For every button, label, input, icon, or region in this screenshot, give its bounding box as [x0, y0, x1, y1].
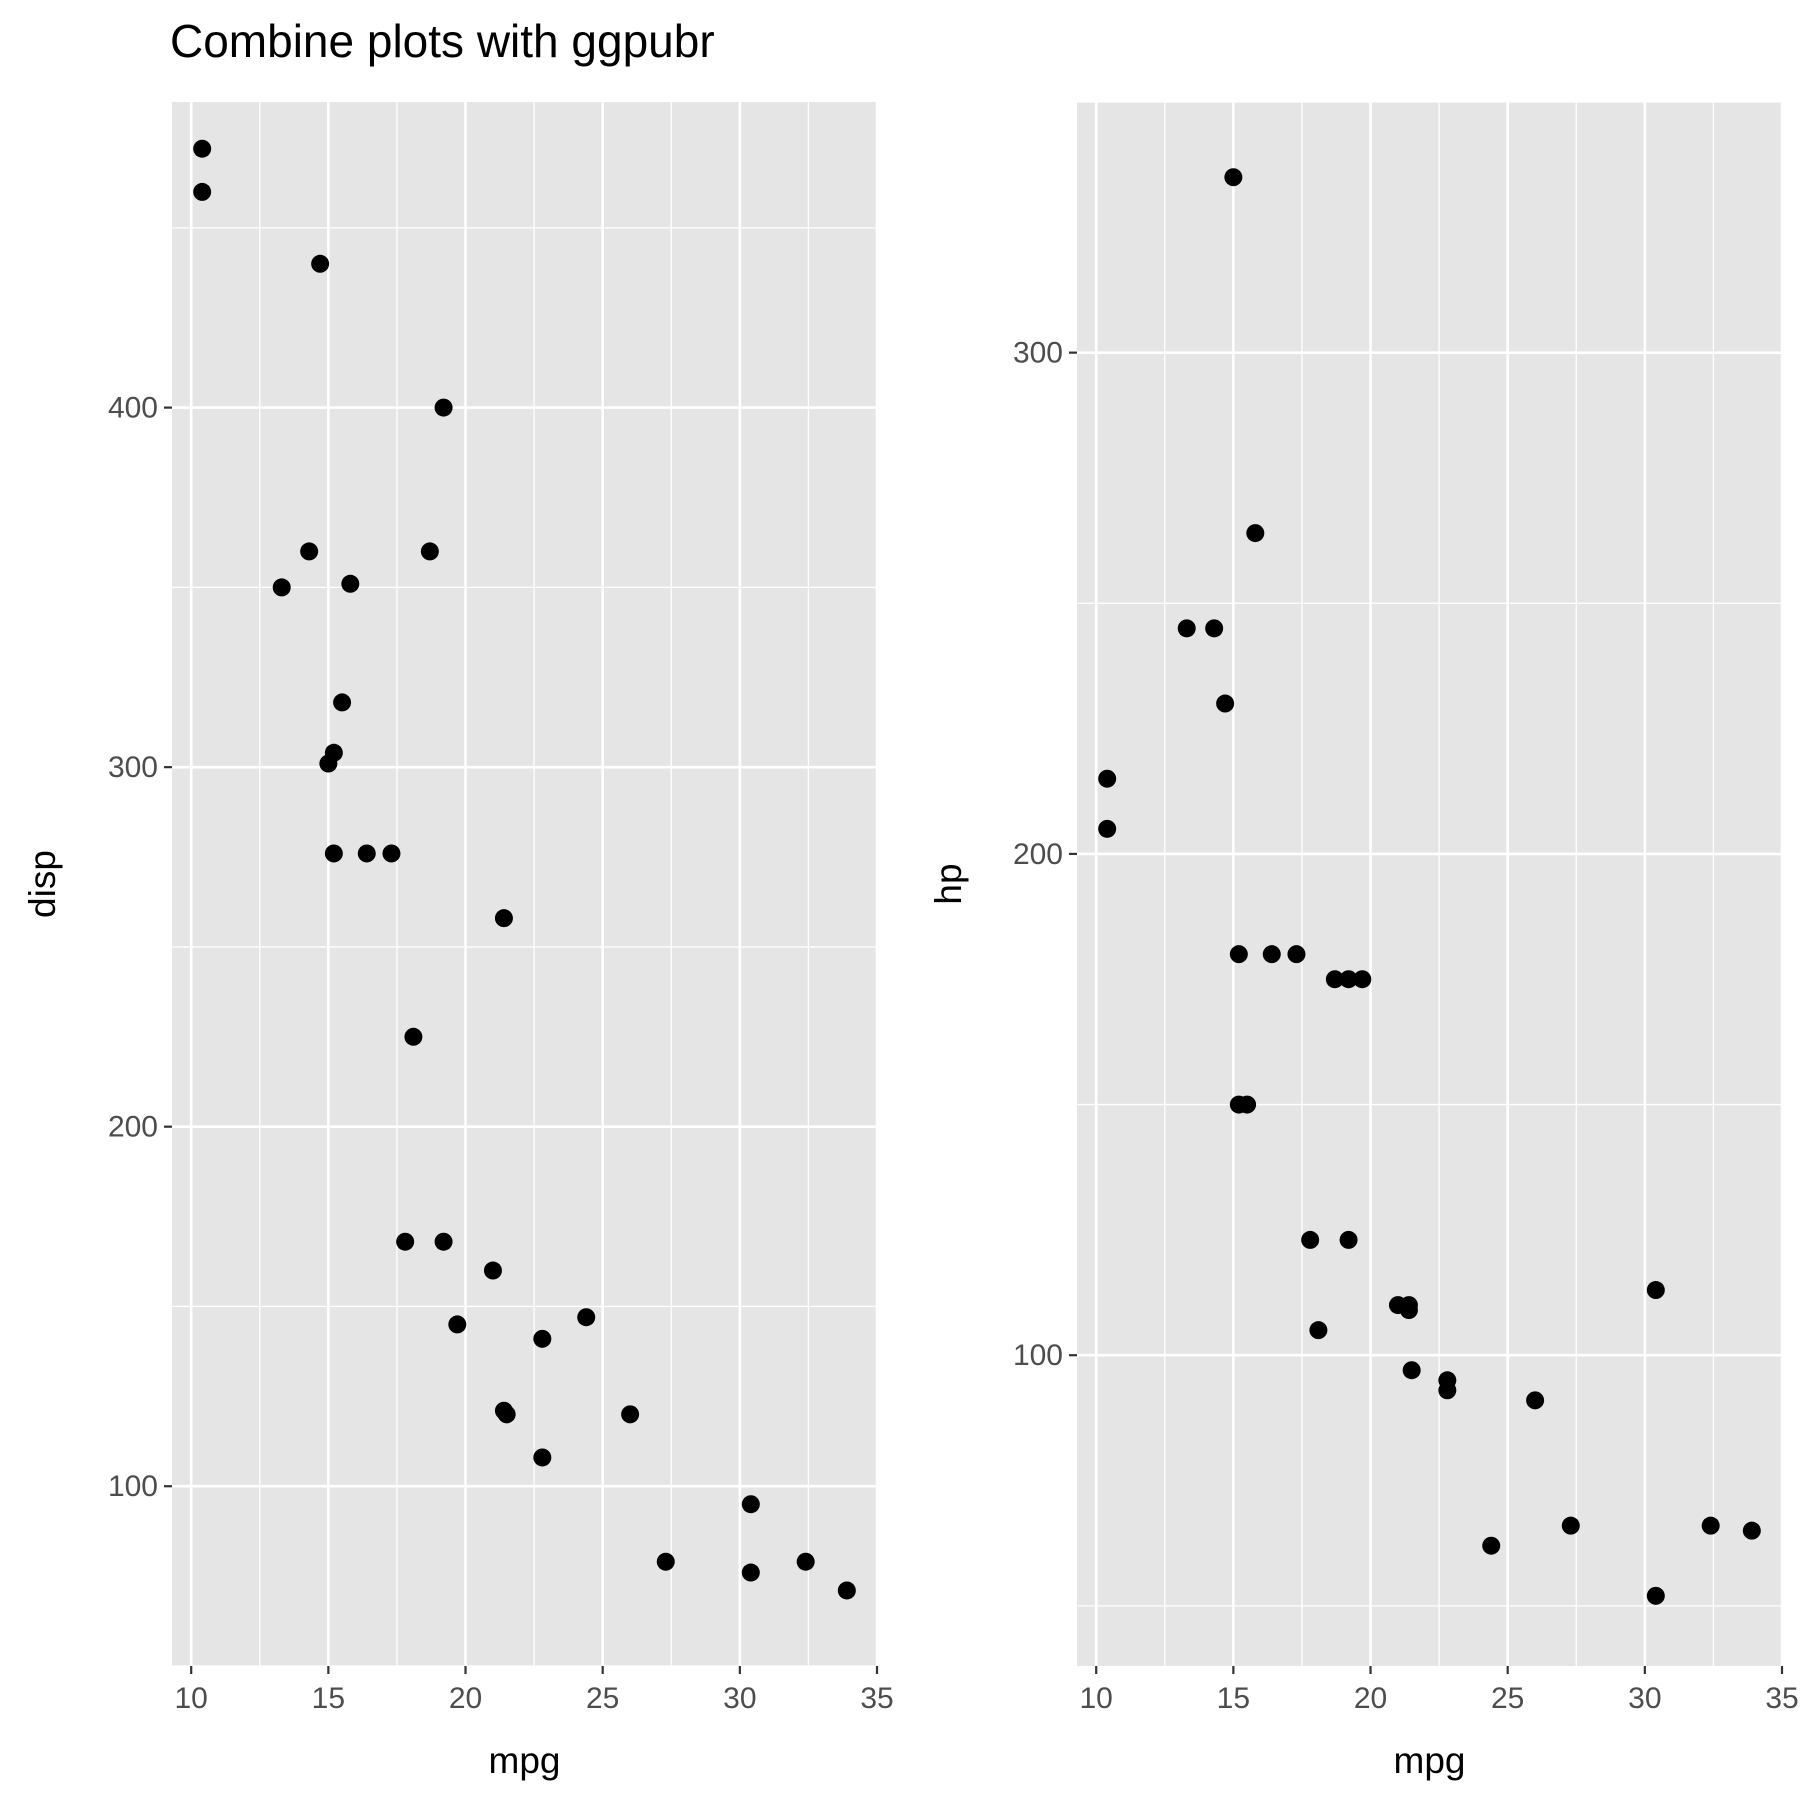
data-point — [319, 754, 338, 773]
y-axis-title: disp — [22, 850, 63, 918]
plot-panel-disp: 10 15 20 25 30 35 100 200 300 400 mpg disp — [22, 102, 894, 1781]
data-point — [621, 1405, 640, 1424]
x-tick-label: 30 — [1628, 1682, 1661, 1715]
data-point — [1246, 524, 1265, 543]
data-point — [1399, 1301, 1418, 1320]
x-tick-label: 35 — [860, 1682, 893, 1715]
data-point — [1205, 619, 1224, 638]
x-axis-title: mpg — [1394, 1740, 1466, 1781]
data-point — [1309, 1321, 1328, 1340]
x-tick-label: 20 — [1354, 1682, 1387, 1715]
y-tick-label: 200 — [108, 1111, 158, 1144]
data-point — [1177, 619, 1196, 638]
data-point — [1325, 970, 1344, 989]
y-tick-label: 300 — [1013, 337, 1063, 370]
data-point — [1526, 1391, 1545, 1410]
x-tick-label: 25 — [586, 1682, 619, 1715]
data-point — [272, 578, 291, 597]
y-axis-title: hp — [928, 863, 969, 904]
data-point — [1287, 945, 1306, 964]
data-point — [404, 1027, 423, 1046]
data-point — [1098, 819, 1117, 838]
chart-title: Combine plots with ggpubr — [170, 15, 715, 67]
x-tick-label: 10 — [175, 1682, 208, 1715]
data-point — [1742, 1521, 1761, 1540]
data-point — [1262, 945, 1281, 964]
data-point — [357, 844, 376, 863]
data-point — [1402, 1361, 1421, 1380]
data-point — [533, 1448, 552, 1467]
data-point — [1301, 1230, 1320, 1249]
data-point — [1646, 1281, 1665, 1300]
data-point — [533, 1329, 552, 1348]
data-point — [382, 844, 401, 863]
data-point — [494, 909, 513, 928]
data-point — [448, 1315, 467, 1334]
data-point — [837, 1581, 856, 1600]
data-point — [656, 1552, 675, 1571]
data-point — [193, 182, 212, 201]
data-point — [497, 1405, 516, 1424]
data-point — [1224, 168, 1243, 187]
data-point — [483, 1261, 502, 1280]
x-tick-label: 35 — [1765, 1682, 1798, 1715]
data-point — [333, 693, 352, 712]
data-point — [420, 542, 439, 561]
data-point — [193, 139, 212, 158]
data-point — [741, 1495, 760, 1514]
data-point — [324, 844, 343, 863]
data-point — [311, 254, 330, 273]
panel-background — [172, 102, 877, 1666]
data-point — [1229, 945, 1248, 964]
data-point — [1238, 1095, 1257, 1114]
data-point — [1482, 1536, 1501, 1555]
data-point — [341, 574, 360, 593]
x-tick-label: 10 — [1080, 1682, 1113, 1715]
data-point — [1646, 1586, 1665, 1605]
data-point — [396, 1232, 415, 1251]
data-point — [1438, 1381, 1457, 1400]
data-point — [1353, 970, 1372, 989]
y-tick-label: 400 — [108, 392, 158, 425]
x-tick-label: 20 — [449, 1682, 482, 1715]
x-tick-label: 25 — [1491, 1682, 1524, 1715]
data-point — [1561, 1516, 1580, 1535]
x-tick-label: 15 — [1217, 1682, 1250, 1715]
data-point — [1216, 694, 1235, 713]
data-point — [1098, 769, 1117, 788]
data-point — [741, 1563, 760, 1582]
data-point — [796, 1552, 815, 1571]
y-tick-label: 100 — [108, 1470, 158, 1503]
data-point — [577, 1308, 596, 1327]
x-axis-title: mpg — [489, 1740, 561, 1781]
data-point — [1339, 970, 1358, 989]
data-point — [434, 398, 453, 417]
panel-background — [1077, 102, 1782, 1666]
data-point — [1339, 1230, 1358, 1249]
y-tick-label: 100 — [1013, 1339, 1063, 1372]
data-point — [434, 1232, 453, 1251]
plot-panel-hp: 10 15 20 25 30 35 100 200 300 mpg hp — [928, 101, 1799, 1781]
x-tick-label: 30 — [723, 1682, 756, 1715]
data-point — [1701, 1516, 1720, 1535]
y-tick-label: 200 — [1013, 838, 1063, 871]
y-tick-label: 300 — [108, 751, 158, 784]
data-point — [300, 542, 319, 561]
x-tick-label: 15 — [312, 1682, 345, 1715]
